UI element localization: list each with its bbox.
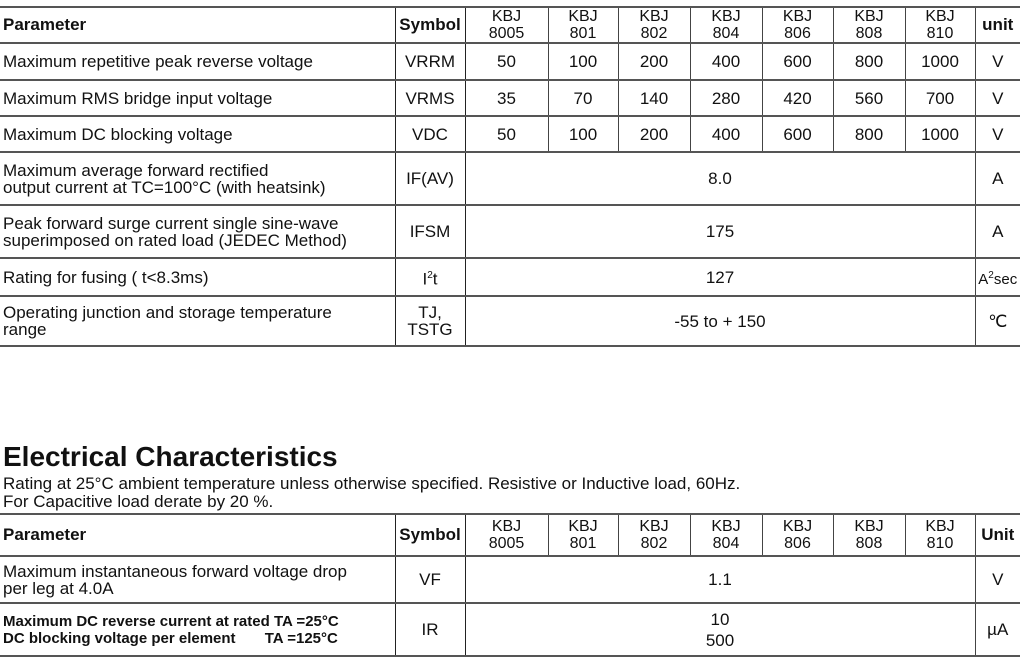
param-cell: Rating for fusing ( t<8.3ms) [0,257,396,297]
value-cell: 400 [690,115,763,153]
header-model: KBJ 8005 [465,513,549,557]
section-note: Rating at 25°C ambient temperature unles… [3,474,741,493]
unit-cell: V [974,79,1020,117]
value-cell: 560 [833,79,906,117]
maximum-ratings-table: Parameter Symbol KBJ 8005 KBJ 801 KBJ 802 K… [0,6,1020,347]
value-cell: -55 to + 150 [465,295,975,347]
value-cell: 175 [465,204,975,259]
header-row: Parameter Symbol KBJ 8005 KBJ 801 KBJ 802 K… [0,513,1020,557]
value-cell: 8.0 [465,151,975,206]
header-row: Parameter Symbol KBJ 8005 KBJ 801 KBJ 802 K… [0,6,1020,44]
value-cell: 600 [762,115,834,153]
param-cell: Maximum instantaneous forward voltage dr… [0,555,396,604]
table-row: Maximum instantaneous forward voltage dr… [0,555,1020,604]
unit-cell: V [974,42,1020,81]
table-row: Peak forward surge current single sine-w… [0,204,1020,259]
value-cell: 10 500 [465,602,975,657]
table-row: Maximum repetitive peak reverse voltage … [0,42,1020,81]
unit-cell: A [974,151,1020,206]
value-cell: 800 [833,42,906,81]
symbol-cell: VDC [395,115,466,153]
param-cell: Maximum DC blocking voltage [0,115,396,153]
table-row: Maximum DC reverse current at rated TA =… [0,602,1020,657]
value-cell: 100 [548,115,619,153]
header-model: KBJ 801 [548,6,619,44]
value-cell: 200 [618,115,691,153]
header-unit: unit [974,6,1020,44]
header-model: KBJ 810 [905,513,976,557]
header-model: KBJ 804 [690,513,763,557]
symbol-cell: VRMS [395,79,466,117]
symbol-cell: TJ, TSTG [395,295,466,347]
unit-cell: A2sec [974,257,1020,297]
value-cell: 35 [465,79,549,117]
section-note: For Capacitive load derate by 20 %. [3,492,274,511]
header-model: KBJ 808 [833,6,906,44]
value-cell: 127 [465,257,975,297]
value-cell: 100 [548,42,619,81]
header-parameter: Parameter [0,513,396,557]
section-title: Electrical Characteristics [3,441,338,472]
param-cell: Operating junction and storage temperatu… [0,295,396,347]
value-cell: 1000 [905,115,976,153]
param-cell: Maximum repetitive peak reverse voltage [0,42,396,81]
value-cell: 800 [833,115,906,153]
param-cell: Maximum average forward rectified output … [0,151,396,206]
table-row: Maximum DC blocking voltage VDC 50 100 2… [0,115,1020,153]
param-cell: Maximum DC reverse current at rated TA =… [0,602,396,657]
header-model: KBJ 802 [618,6,691,44]
table-row: Maximum average forward rectified output … [0,151,1020,206]
symbol-cell: IFSM [395,204,466,259]
value-cell: 140 [618,79,691,117]
unit-cell: A [974,204,1020,259]
value-cell: 70 [548,79,619,117]
value-cell: 200 [618,42,691,81]
header-model: KBJ 804 [690,6,763,44]
header-model: KBJ 806 [762,513,834,557]
table-row: Maximum RMS bridge input voltage VRMS 35… [0,79,1020,117]
value-cell: 50 [465,42,549,81]
table-row: Operating junction and storage temperatu… [0,295,1020,347]
table-row: Rating for fusing ( t<8.3ms) I2t 127 A2s… [0,257,1020,297]
header-symbol: Symbol [395,6,466,44]
unit-cell: ℃ [974,295,1020,347]
value-cell: 1.1 [465,555,975,604]
electrical-characteristics-table: Parameter Symbol KBJ 8005 KBJ 801 KBJ 802 K… [0,513,1020,657]
header-model: KBJ 801 [548,513,619,557]
symbol-cell: VRRM [395,42,466,81]
header-model: KBJ 808 [833,513,906,557]
header-parameter: Parameter [0,6,396,44]
value-cell: 400 [690,42,763,81]
symbol-cell: I2t [395,257,466,297]
unit-cell: V [974,115,1020,153]
header-model: KBJ 8005 [465,6,549,44]
header-symbol: Symbol [395,513,466,557]
value-cell: 280 [690,79,763,117]
value-cell: 420 [762,79,834,117]
unit-cell: µA [974,602,1020,657]
header-model: KBJ 802 [618,513,691,557]
header-model: KBJ 810 [905,6,976,44]
param-cell: Maximum RMS bridge input voltage [0,79,396,117]
value-cell: 700 [905,79,976,117]
symbol-cell: IF(AV) [395,151,466,206]
header-unit: Unit [974,513,1020,557]
symbol-cell: IR [395,602,466,657]
value-cell: 50 [465,115,549,153]
header-model: KBJ 806 [762,6,834,44]
unit-cell: V [974,555,1020,604]
value-cell: 600 [762,42,834,81]
param-cell: Peak forward surge current single sine-w… [0,204,396,259]
symbol-cell: VF [395,555,466,604]
value-cell: 1000 [905,42,976,81]
